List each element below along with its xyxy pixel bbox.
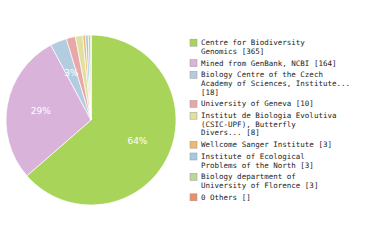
legend-item: Biology department ofUniversity of Flore… bbox=[190, 172, 318, 190]
legend-label: Biology Centre of the CzechAcademy of Sc… bbox=[201, 70, 350, 96]
legend-item: Institut de Biologia Evolutiva(CSIC-UPF)… bbox=[190, 111, 336, 137]
legend-label-line: Wellcome Sanger Institute [3] bbox=[201, 140, 332, 149]
legend-label: Institute of EcologicalProblems of the N… bbox=[201, 152, 314, 170]
pie-slice bbox=[83, 35, 91, 120]
legend-swatch bbox=[190, 100, 197, 107]
legend-label-line: University of Florence [3] bbox=[201, 181, 318, 190]
legend-swatch bbox=[190, 194, 197, 201]
legend-label-line: University of Geneva [10] bbox=[201, 99, 314, 108]
legend-label-line: [18] bbox=[201, 88, 219, 97]
legend-swatch bbox=[190, 173, 197, 180]
legend-item: Centre for BiodiversityGenomics [365] bbox=[190, 38, 305, 56]
pie bbox=[6, 35, 176, 205]
legend-swatch bbox=[190, 39, 197, 46]
pie-slice bbox=[88, 35, 91, 120]
legend-label: 0 Others [] bbox=[201, 193, 251, 202]
legend-item: Institute of EcologicalProblems of the N… bbox=[190, 152, 314, 170]
legend-label: Centre for BiodiversityGenomics [365] bbox=[201, 38, 305, 56]
legend-label: Biology department ofUniversity of Flore… bbox=[201, 172, 318, 190]
legend-label: Wellcome Sanger Institute [3] bbox=[201, 140, 332, 149]
legend-label-line: Mined from GenBank, NCBI [164] bbox=[201, 59, 336, 68]
pie-slice bbox=[91, 35, 92, 120]
data-labels: 64% 29% 3% bbox=[31, 68, 148, 146]
legend-swatch bbox=[190, 112, 197, 119]
legend-swatch bbox=[190, 141, 197, 148]
legend-label-line: Academy of Sciences, Institute... bbox=[201, 79, 350, 88]
pie-slice bbox=[85, 35, 91, 120]
legend-label-line: Genomics [365] bbox=[201, 47, 264, 56]
chart: 64% 29% 3% Centre for BiodiversityGenomics … bbox=[0, 0, 380, 240]
legend-swatch bbox=[190, 153, 197, 160]
legend-label: Mined from GenBank, NCBI [164] bbox=[201, 59, 336, 68]
legend-label: Institut de Biologia Evolutiva(CSIC-UPF)… bbox=[201, 111, 336, 137]
data-label: 29% bbox=[31, 106, 51, 116]
legend: Centre for BiodiversityGenomics [365] Min… bbox=[190, 38, 350, 202]
data-label: 3% bbox=[64, 68, 79, 78]
legend-label-line: Divers... [8] bbox=[201, 128, 260, 137]
legend-item: 0 Others [] bbox=[190, 193, 251, 202]
legend-label: University of Geneva [10] bbox=[201, 99, 314, 108]
data-label: 64% bbox=[127, 136, 147, 146]
legend-item: Wellcome Sanger Institute [3] bbox=[190, 140, 332, 149]
legend-item: Biology Centre of the CzechAcademy of Sc… bbox=[190, 70, 350, 96]
legend-label-line: 0 Others [] bbox=[201, 193, 251, 202]
legend-swatch bbox=[190, 71, 197, 78]
legend-item: Mined from GenBank, NCBI [164] bbox=[190, 59, 336, 68]
legend-swatch bbox=[190, 60, 197, 67]
legend-item: University of Geneva [10] bbox=[190, 99, 314, 108]
legend-label-line: Problems of the North [3] bbox=[201, 161, 314, 170]
